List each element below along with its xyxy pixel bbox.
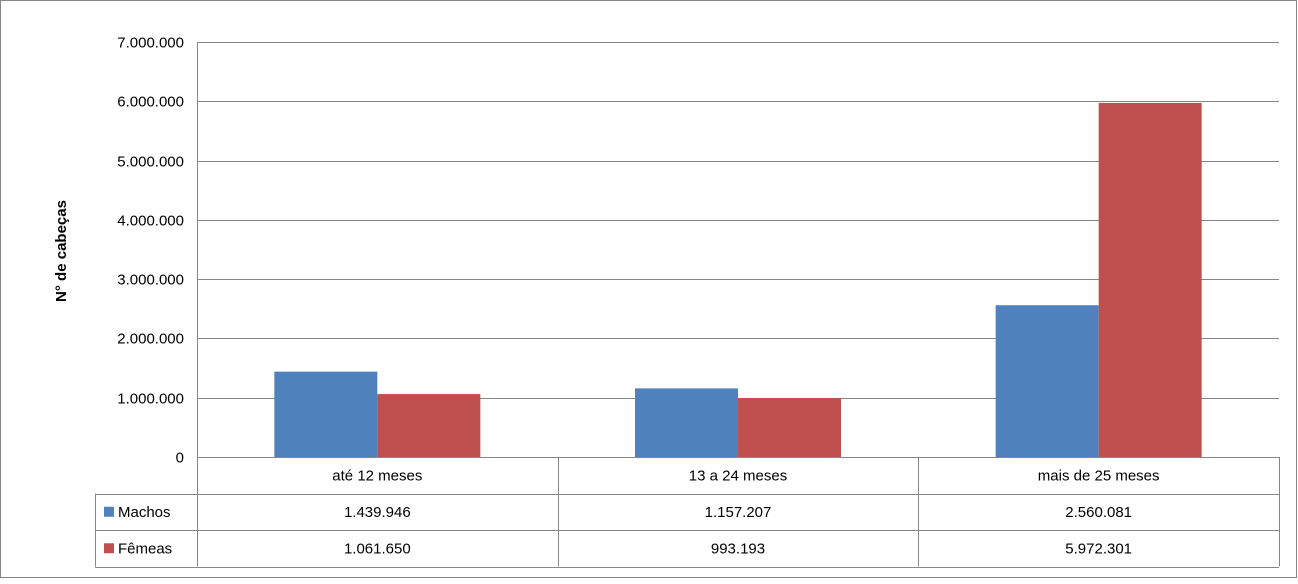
bar <box>377 394 481 457</box>
bar <box>995 305 1099 457</box>
y-tick-label: 5.000.000 <box>117 154 184 171</box>
y-tick-label: 3.000.000 <box>117 272 184 289</box>
bar <box>274 371 378 457</box>
bar <box>1098 102 1202 458</box>
legend-swatch <box>104 543 114 554</box>
legend-label: Machos <box>118 504 171 521</box>
data-table-cell: 1.061.650 <box>344 540 411 557</box>
y-tick-label: 0 <box>176 450 184 467</box>
y-axis: 0 1.000.000 2.000.000 3.000.000 4.000.000 5.0… <box>117 35 198 467</box>
data-table-cell: 5.972.301 <box>1065 540 1132 557</box>
y-axis-title: N° de cabeças <box>53 200 70 302</box>
x-category-label: até 12 meses <box>332 467 422 484</box>
data-table-cell: 1.439.946 <box>344 504 411 521</box>
y-tick-label: 7.000.000 <box>117 35 184 52</box>
data-table-cell: 2.560.081 <box>1065 504 1132 521</box>
legend-label: Fêmeas <box>118 540 172 557</box>
data-table-cell: 1.157.207 <box>705 504 772 521</box>
x-category-label: 13 a 24 meses <box>689 467 787 484</box>
data-table-cell: 993.193 <box>711 540 765 557</box>
legend-swatch <box>104 506 114 517</box>
x-category-label: mais de 25 meses <box>1038 467 1160 484</box>
y-tick-label: 1.000.000 <box>117 391 184 408</box>
data-table: até 12 meses 13 a 24 meses mais de 25 mese… <box>95 457 1280 568</box>
bars <box>274 102 1202 458</box>
y-tick-label: 6.000.000 <box>117 94 184 111</box>
y-tick-label: 4.000.000 <box>117 213 184 230</box>
bar <box>738 398 841 457</box>
y-tick-label: 2.000.000 <box>117 331 184 348</box>
bar <box>635 388 738 457</box>
